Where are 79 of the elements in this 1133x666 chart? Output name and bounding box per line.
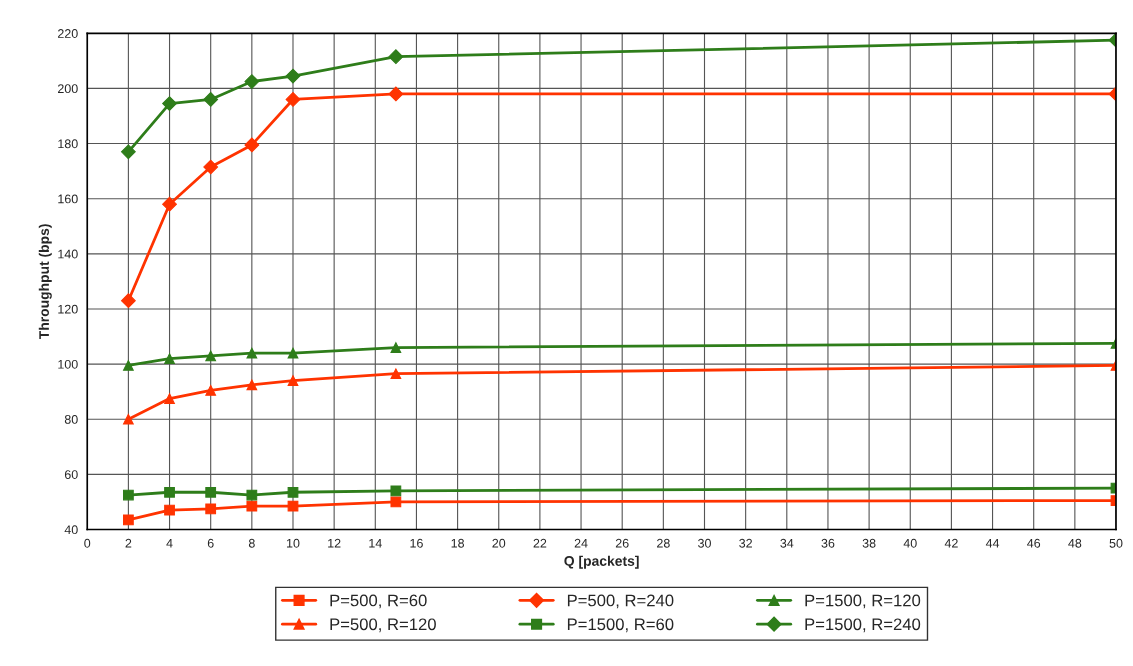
x-tick-label: 16 — [410, 538, 423, 548]
x-tick-label: 14 — [369, 538, 382, 548]
x-tick-label: 0 — [84, 538, 91, 548]
x-tick-label: 2 — [125, 538, 132, 548]
x-axis-title: Q [packets] — [564, 555, 639, 569]
point — [123, 489, 134, 501]
point — [285, 68, 301, 84]
x-tick-label: 48 — [1068, 538, 1082, 548]
y-tick-label: 220 — [57, 29, 78, 38]
point — [388, 86, 404, 102]
x-tick-label: 42 — [944, 538, 958, 548]
x-tick-label: 6 — [207, 538, 214, 548]
point — [390, 368, 402, 380]
legend-label: P=1500, R=240 — [805, 618, 921, 633]
x-tick-label: 10 — [287, 538, 300, 548]
point — [205, 486, 217, 498]
x-tick-label: 36 — [821, 538, 835, 548]
legend-label: P=500, R=240 — [567, 594, 674, 609]
point — [287, 486, 299, 498]
point — [390, 485, 402, 497]
legend-label: P=500, R=60 — [330, 594, 427, 609]
point — [246, 489, 258, 501]
y-axis-title: Throughput (bps) — [38, 224, 52, 340]
x-tick-label: 26 — [615, 538, 629, 548]
x-tick-label: 32 — [739, 538, 752, 548]
point — [244, 137, 260, 153]
point — [390, 342, 402, 353]
y-tick-label: 100 — [58, 359, 78, 369]
x-tick-label: 18 — [451, 538, 464, 548]
legend-label: P=1500, R=120 — [805, 594, 921, 609]
y-tick-label: 140 — [58, 249, 78, 259]
x-tick-label: 44 — [985, 538, 1000, 548]
point — [390, 496, 402, 508]
point — [246, 500, 258, 512]
point — [287, 375, 299, 386]
y-tick-label: 120 — [58, 304, 78, 314]
y-tick-label: 40 — [64, 525, 78, 535]
point — [205, 384, 217, 396]
x-tick-label: 38 — [862, 538, 876, 548]
x-tick-label: 46 — [1027, 538, 1041, 548]
point — [388, 49, 404, 65]
x-tick-label: 28 — [657, 538, 670, 548]
point — [285, 92, 301, 107]
x-tick-label: 4 — [166, 538, 173, 548]
point — [203, 159, 219, 175]
y-tick-label: 200 — [57, 84, 78, 94]
point — [162, 96, 177, 111]
point — [164, 393, 175, 404]
point — [123, 413, 134, 425]
x-tick-label: 8 — [248, 538, 255, 548]
point — [121, 293, 136, 309]
point — [244, 74, 260, 89]
point — [121, 144, 136, 160]
point — [203, 92, 219, 107]
x-tick-label: 12 — [328, 538, 341, 548]
x-tick-label: 24 — [574, 538, 588, 548]
x-tick-label: 40 — [903, 538, 917, 548]
point — [205, 350, 217, 362]
point — [123, 360, 134, 371]
point — [205, 503, 217, 515]
x-tick-label: 34 — [780, 538, 794, 548]
point — [164, 486, 175, 498]
point — [123, 514, 134, 526]
x-tick-label: 30 — [698, 538, 711, 548]
legend-label: P=500, R=120 — [330, 618, 436, 633]
x-tick-label: 50 — [1109, 538, 1123, 548]
point — [287, 347, 299, 359]
y-tick-label: 160 — [58, 194, 78, 204]
point — [164, 504, 175, 516]
point — [164, 353, 175, 364]
point — [162, 196, 177, 212]
y-tick-label: 180 — [58, 139, 78, 149]
x-tick-label: 22 — [533, 538, 547, 548]
x-tick-label: 20 — [492, 538, 506, 548]
legend-label: P=1500, R=60 — [567, 618, 674, 633]
y-tick-label: 80 — [64, 415, 78, 424]
point — [246, 347, 258, 359]
y-tick-label: 60 — [64, 470, 78, 479]
point — [246, 379, 258, 391]
